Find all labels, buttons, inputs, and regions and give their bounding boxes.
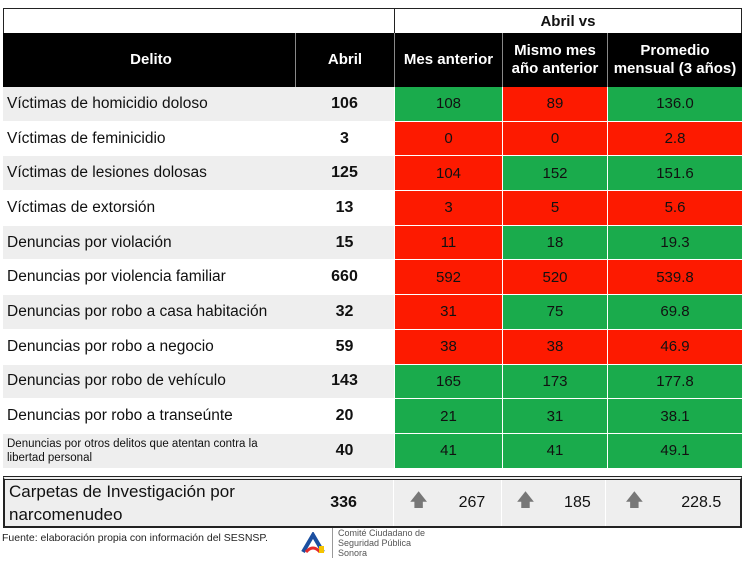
mismo-mes-cell: 31 — [502, 399, 607, 433]
delito-cell: Víctimas de homicidio doloso — [7, 94, 208, 112]
promedio-cell: 177.8 — [607, 364, 742, 399]
table-row: Víctimas de feminicidio 3 0 0 2.8 — [3, 121, 742, 157]
mes-anterior-cell: 0 — [394, 121, 502, 156]
table-row: Denuncias por robo a casa habitación 32 31… — [3, 295, 742, 330]
promedio-cell: 69.8 — [607, 295, 742, 329]
abril-cell: 13 — [335, 198, 354, 216]
abril-cell: 59 — [335, 337, 354, 355]
arrow-up-icon: 🡅 — [409, 490, 428, 510]
delito-cell: Denuncias por violencia familiar — [7, 268, 226, 286]
promedio-cell: 136.0 — [607, 87, 742, 121]
col-delito: Delito — [130, 51, 172, 68]
table-row: Víctimas de homicidio doloso 106 108 89 136.… — [3, 87, 742, 122]
table-body: Víctimas de homicidio doloso 106 108 89 136.… — [3, 87, 742, 469]
mes-anterior-cell: 165 — [394, 364, 502, 399]
table-row: Denuncias por violencia familiar 660 592 52… — [3, 260, 742, 296]
delito-cell: Denuncias por otros delitos que atentan … — [7, 437, 258, 464]
table-row: Víctimas de lesiones dolosas 125 104 152 151… — [3, 156, 742, 192]
mismo-mes-cell: 75 — [502, 295, 607, 329]
promedio-cell: 19.3 — [607, 225, 742, 260]
abril-cell: 3 — [340, 129, 349, 147]
delito-cell: Denuncias por violación — [7, 233, 172, 251]
mismo-mes-cell: 152 — [502, 156, 607, 191]
delito-cell: Víctimas de feminicidio — [7, 129, 166, 147]
mismo-mes-cell: 89 — [502, 87, 607, 121]
promedio-cell: 49.1 — [607, 433, 742, 468]
abril-cell: 15 — [335, 233, 354, 251]
promedio-cell: 38.1 — [607, 399, 742, 433]
promedio-cell: 151.6 — [607, 156, 742, 191]
abril-cell: 40 — [335, 441, 354, 459]
promedio-cell: 46.9 — [607, 329, 742, 364]
abril-cell: 660 — [331, 268, 358, 286]
promedio-cell: 5.6 — [607, 191, 742, 225]
delito-cell: Denuncias por robo a casa habitación — [7, 302, 268, 320]
abril-cell: 143 — [331, 372, 358, 390]
table-row: Víctimas de extorsión 13 3 5 5.6 — [3, 191, 742, 226]
header-row: Delito Abril Mes anterior Mismo mes año … — [3, 33, 742, 87]
delito-cell: Denuncias por robo a negocio — [7, 337, 214, 355]
col-mismo-mes: Mismo mes año anterior — [502, 33, 607, 87]
arrow-up-icon: 🡅 — [625, 490, 644, 510]
table-row: Denuncias por otros delitos que atentan … — [3, 433, 742, 469]
mismo-mes-cell: 520 — [502, 260, 607, 295]
mes-anterior-cell: 3 — [394, 191, 502, 225]
promedio-cell: 2.8 — [607, 121, 742, 156]
logo-icon — [301, 532, 325, 554]
arrow-up-icon: 🡅 — [516, 490, 535, 510]
mes-anterior-cell: 31 — [394, 295, 502, 329]
mismo-mes-cell: 173 — [502, 364, 607, 399]
mes-anterior-cell: 38 — [394, 329, 502, 364]
mes-anterior-cell: 592 — [394, 260, 502, 295]
delito-cell: Denuncias por robo a transeúnte — [7, 407, 233, 425]
col-abril: Abril — [295, 33, 394, 87]
mismo-mes-cell: 41 — [502, 433, 607, 468]
mismo-mes-cell: 38 — [502, 329, 607, 364]
header-group-label: Abril vs — [393, 9, 741, 33]
col-mes-anterior: Mes anterior — [394, 33, 502, 87]
mes-anterior-cell: 11 — [394, 225, 502, 260]
delito-cell: Víctimas de lesiones dolosas — [7, 164, 207, 182]
header-group-row: Abril vs — [3, 8, 742, 33]
source-note: Fuente: elaboración propia con informaci… — [2, 532, 268, 544]
abril-cell: 20 — [335, 407, 354, 425]
abril-cell: 125 — [331, 164, 358, 182]
crime-table: Abril vs Delito Abril Mes anterior Mismo… — [3, 8, 742, 469]
mes-anterior-cell: 108 — [394, 87, 502, 121]
table-row: Denuncias por robo de vehículo 143 165 173 1… — [3, 364, 742, 400]
logo: Comité Ciudadano de Seguridad Pública So… — [300, 528, 428, 558]
mismo-mes-cell: 5 — [502, 191, 607, 225]
mes-anterior-cell: 21 — [394, 399, 502, 433]
mes-anterior-cell: 41 — [394, 433, 502, 468]
col-promedio: Promedio mensual (3 años) — [607, 33, 742, 87]
logo-text: Comité Ciudadano de Seguridad Pública So… — [332, 528, 428, 558]
table-row: Denuncias por violación 15 11 18 19.3 — [3, 225, 742, 261]
delito-cell: Víctimas de extorsión — [7, 198, 156, 216]
mismo-mes-cell: 18 — [502, 225, 607, 260]
abril-cell: 106 — [331, 94, 358, 112]
delito-cell: Denuncias por robo de vehículo — [7, 372, 226, 390]
table-row: Denuncias por robo a negocio 59 38 38 46.9 — [3, 329, 742, 365]
table-row: Denuncias por robo a transeúnte 20 21 31 38.… — [3, 399, 742, 434]
mismo-mes-cell: 0 — [502, 121, 607, 156]
mes-anterior-cell: 104 — [394, 156, 502, 191]
abril-cell: 32 — [335, 302, 354, 320]
narcomenudeo-row: Carpetas de Investigación por narcomenud… — [3, 476, 742, 528]
promedio-cell: 539.8 — [607, 260, 742, 295]
